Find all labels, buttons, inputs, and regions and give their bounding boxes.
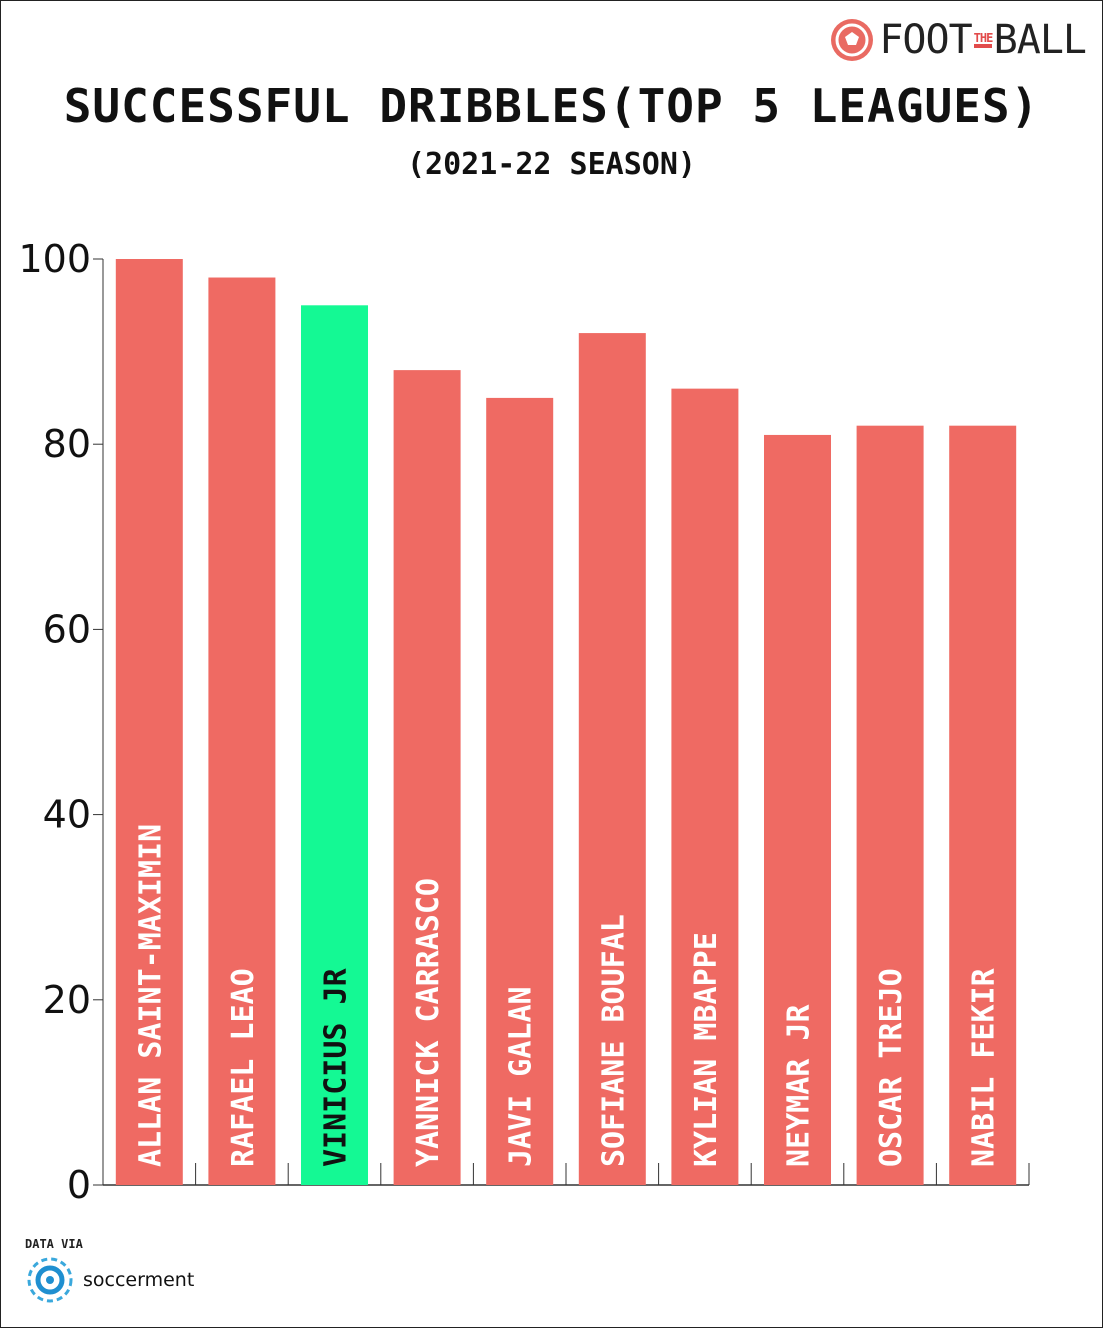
data-source: DATA VIA soccerment <box>25 1237 194 1305</box>
bar-label: VINICIUS JR <box>319 967 354 1167</box>
chart-subtitle: (2021-22 SEASON) <box>407 147 696 182</box>
y-tick-label: 60 <box>43 607 91 651</box>
bar-chart: 0 20 40 60 80 100 ALLAN SAINT-MAXIMIN RAFAEL LE… <box>18 237 1030 1207</box>
bar <box>764 434 831 1185</box>
source-caption: DATA VIA <box>25 1237 83 1251</box>
y-tick-label: 100 <box>18 237 91 281</box>
y-tick-label: 20 <box>43 978 91 1022</box>
bar <box>671 388 739 1185</box>
chart-title: SUCCESSFUL DRIBBLES(TOP 5 LEAGUES) <box>63 79 1040 133</box>
bar <box>578 333 646 1186</box>
bar-label: YANNICK CARRASCO <box>411 878 446 1167</box>
y-tick-label: 80 <box>43 422 91 466</box>
bar-label: OSCAR TREJO <box>874 968 909 1167</box>
bar-label: ALLAN SAINT-MAXIMIN <box>133 824 168 1167</box>
bar-label: JAVI GALAN <box>504 986 539 1167</box>
football-icon <box>831 19 874 61</box>
bar <box>301 305 368 1185</box>
bar <box>393 370 461 1185</box>
bar-label: NEYMAR JR <box>782 1004 817 1167</box>
bar-label: KYLIAN MBAPPE <box>689 932 724 1167</box>
brand-logo: FOOT THE BALL <box>829 17 1087 63</box>
bar <box>856 425 924 1185</box>
bar-label: RAFAEL LEAO <box>226 968 261 1167</box>
brand-part-ball: BALL <box>993 17 1087 63</box>
y-tick-label: 40 <box>43 793 91 837</box>
bar <box>486 397 554 1185</box>
y-tick-label: 0 <box>67 1163 91 1207</box>
bar-label: NABIL FEKIR <box>967 967 1002 1167</box>
bar <box>949 425 1017 1185</box>
brand-part-the: THE <box>973 32 993 48</box>
brand-part-foot: FOOT <box>879 17 972 63</box>
bar-label: SOFIANE BOUFAL <box>596 914 631 1167</box>
soccerment-logo-icon <box>27 1257 73 1303</box>
bar <box>115 259 183 1185</box>
source-name: soccerment <box>83 1269 195 1291</box>
brand-wordmark: FOOT THE BALL <box>879 17 1087 63</box>
bar <box>208 277 276 1185</box>
